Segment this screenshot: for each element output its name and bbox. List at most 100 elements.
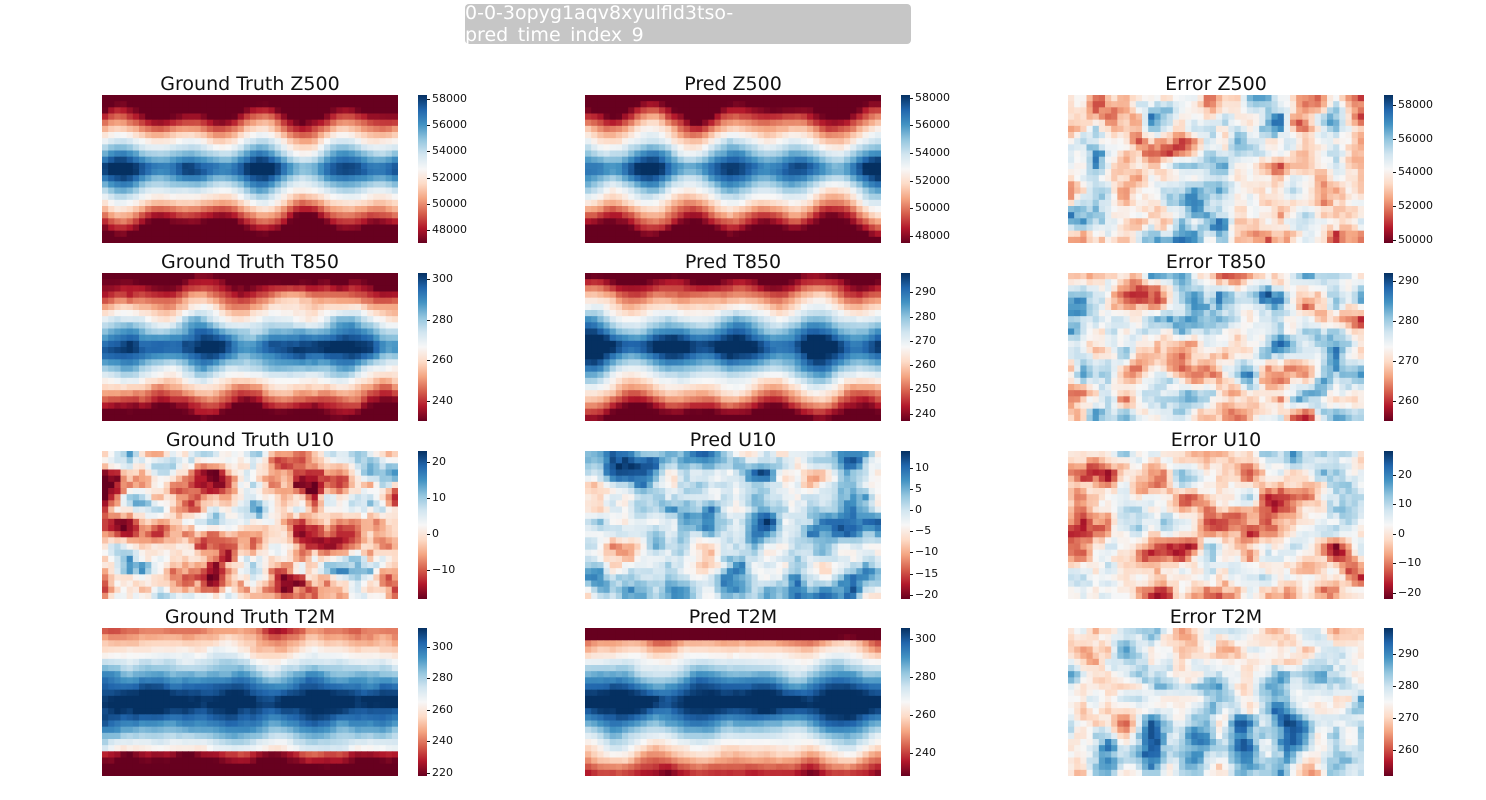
heatmap-cell xyxy=(342,175,350,182)
heatmap-cell xyxy=(391,187,398,195)
heatmap-cell xyxy=(379,310,387,317)
heatmap-cell xyxy=(1253,101,1260,108)
heatmap-cell xyxy=(720,162,728,170)
heatmap-cell xyxy=(120,322,128,330)
heatmap-cell xyxy=(628,279,635,286)
heatmap-cell xyxy=(591,273,598,280)
heatmap-cell xyxy=(293,199,300,207)
heatmap-cell xyxy=(603,193,611,201)
heatmap-cell xyxy=(1185,230,1192,238)
heatmap-cell xyxy=(615,119,623,127)
heatmap-cell xyxy=(782,132,790,139)
heatmap-cell xyxy=(367,138,374,145)
heatmap-cell xyxy=(683,193,691,201)
heatmap-cell xyxy=(373,402,381,410)
heatmap-cell xyxy=(274,125,282,133)
heatmap-cell xyxy=(280,107,288,115)
heatmap-cell xyxy=(825,310,833,317)
heatmap-cell xyxy=(157,162,165,170)
heatmap-cell xyxy=(1135,125,1143,133)
heatmap-cell xyxy=(188,384,196,391)
heatmap-cell xyxy=(1216,144,1223,152)
heatmap-cell xyxy=(1222,144,1229,152)
heatmap-cell xyxy=(689,236,697,243)
heatmap-cell xyxy=(342,365,350,373)
heatmap-cell xyxy=(1148,156,1155,164)
heatmap-cell xyxy=(1154,162,1162,170)
heatmap-cell xyxy=(311,384,319,391)
heatmap-cell xyxy=(1129,95,1137,102)
heatmap-cell xyxy=(243,353,251,360)
heatmap-cell xyxy=(1068,199,1075,207)
heatmap-cell xyxy=(379,396,387,404)
heatmap-cell xyxy=(182,95,189,102)
heatmap-cell xyxy=(176,310,183,317)
heatmap-cell xyxy=(237,414,245,421)
heatmap-cell xyxy=(336,297,344,305)
heatmap-cell xyxy=(689,138,697,145)
heatmap-cell xyxy=(114,297,122,305)
heatmap-cell xyxy=(622,107,629,115)
heatmap-cell xyxy=(114,310,122,317)
heatmap-cell xyxy=(1129,218,1137,226)
heatmap-cell xyxy=(862,212,870,219)
heatmap-cell xyxy=(157,95,165,102)
heatmap-cell xyxy=(379,138,387,145)
heatmap-cell xyxy=(585,303,592,311)
heatmap-cell xyxy=(776,125,783,133)
heatmap-cell xyxy=(609,132,617,139)
heatmap-cell xyxy=(262,347,270,354)
heatmap-cell xyxy=(1123,224,1131,232)
heatmap-cell xyxy=(1191,169,1199,176)
heatmap-cell xyxy=(1179,95,1186,102)
heatmap-cell xyxy=(250,224,257,232)
heatmap-cell xyxy=(176,119,183,127)
heatmap-cell xyxy=(256,175,263,182)
heatmap-cell xyxy=(597,218,605,226)
heatmap-cell xyxy=(250,273,257,280)
heatmap-cell xyxy=(1327,119,1334,127)
heatmap-cell xyxy=(788,181,796,189)
heatmap-cell xyxy=(726,297,734,305)
heatmap-cell xyxy=(739,150,746,158)
heatmap-cell xyxy=(1185,113,1192,121)
heatmap-cell xyxy=(609,193,617,201)
heatmap-cell xyxy=(373,156,381,164)
heatmap-cell xyxy=(305,414,313,421)
heatmap-cell xyxy=(274,402,282,410)
heatmap-cell xyxy=(151,402,159,410)
heatmap-cell xyxy=(231,156,239,164)
heatmap-cell xyxy=(1277,132,1285,139)
heatmap-cell xyxy=(225,187,233,195)
heatmap-cell xyxy=(354,187,362,195)
heatmap-cell xyxy=(163,328,171,336)
heatmap-cell xyxy=(1185,101,1192,108)
heatmap-cell xyxy=(1351,156,1359,164)
heatmap-cell xyxy=(108,95,115,102)
heatmap-cell xyxy=(1345,212,1353,219)
heatmap-cell xyxy=(176,132,183,139)
heatmap-cell xyxy=(132,353,140,360)
heatmap-cell xyxy=(330,119,337,127)
heatmap-cell xyxy=(751,95,759,102)
heatmap-cell xyxy=(1290,230,1297,238)
heatmap-cell xyxy=(745,218,753,226)
heatmap-cell xyxy=(1222,113,1229,121)
heatmap-cell xyxy=(1105,187,1112,195)
heatmap-cell xyxy=(1203,193,1211,201)
heatmap-cell xyxy=(126,408,134,416)
heatmap-cell xyxy=(182,285,189,293)
heatmap-cell xyxy=(379,402,387,410)
heatmap-cell xyxy=(114,162,122,170)
heatmap-cell xyxy=(615,291,623,299)
heatmap-cell xyxy=(1333,119,1340,127)
heatmap-cell xyxy=(813,175,820,182)
heatmap-cell xyxy=(132,285,140,293)
heatmap-cell xyxy=(151,328,159,336)
heatmap-cell xyxy=(813,169,820,176)
heatmap-cell xyxy=(256,303,263,311)
heatmap-cell xyxy=(231,316,239,323)
heatmap-cell xyxy=(102,285,109,293)
heatmap-cell xyxy=(1290,107,1297,115)
heatmap-cell xyxy=(391,162,398,170)
